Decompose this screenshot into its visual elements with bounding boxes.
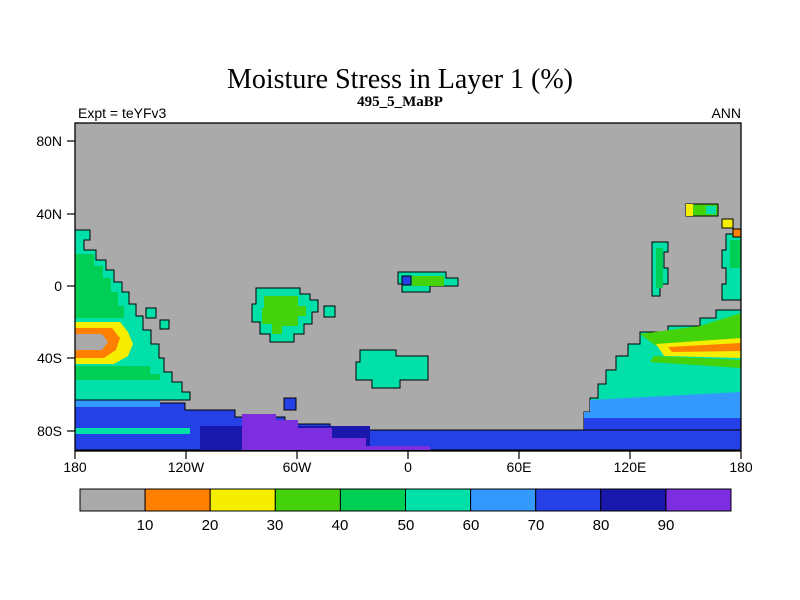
contour-cell-west-square2 [159,319,170,330]
contour-region-southeast-green-band [640,313,741,346]
contour-cell-equator-blue [401,275,412,286]
contour-region-patch-west-central-green [262,296,306,334]
contour-region-equator-green [412,276,444,286]
y-tick-label: 80S [37,423,62,439]
contour-region-southeast-orange-line [668,343,741,352]
x-tick-label: 0 [404,459,412,475]
colorbar-label: 80 [593,517,610,534]
contour-cell-west-square1 [145,307,157,319]
contour-cell-northeast-yellow [721,218,734,229]
colorbar-segment [339,488,406,512]
x-tick-label: 180 [729,459,753,475]
contour-region-southeast-green-band2 [650,356,741,368]
colorbar-label: 10 [137,517,154,534]
colorbar-segment [274,488,341,512]
colorbar-segment [405,488,472,512]
y-tick-label: 40N [36,206,62,222]
contour-region-east-edge-green [730,240,741,268]
period-label: ANN [711,105,741,121]
colorbar-label: 50 [398,517,415,534]
experiment-label: Expt = teYFv3 [78,105,167,121]
colorbar-segment [79,488,146,512]
x-tick-label: 120E [614,459,647,475]
colorbar-label: 40 [332,517,349,534]
colorbar-label: 30 [267,517,284,534]
contour-region-southeast-skyblue [584,392,741,420]
contour-region-northeast-strip-cyan [706,206,716,214]
colorbar-label: 60 [463,517,480,534]
contour-cell-patch-square [323,305,336,318]
contour-region-south-cyan-streak [75,428,190,434]
x-tick-label: 60W [283,459,313,475]
contour-region-south-central-patch [355,349,429,389]
colorbar-segment [665,488,732,512]
contour-cell-northeast-orange [732,228,741,238]
colorbar-segment [600,488,667,512]
contour-region-west-green [75,254,124,318]
contour-region-south-purple-core [242,414,430,450]
contour-region-west-green-lower [75,366,160,380]
contour-region-east-strip-green [656,248,663,288]
contour-region-northeast-strip-yellow [686,204,693,216]
colorbar-segment [470,488,537,512]
colorbar-label: 70 [528,517,545,534]
colorbar-label: 90 [658,517,675,534]
x-axis: 180 120W 60W 0 60E 120E 180 [63,451,753,475]
colorbar-segment [144,488,211,512]
y-tick-label: 40S [37,350,62,366]
colorbar-label: 20 [202,517,219,534]
map-area [75,123,741,451]
y-tick-label: 80N [36,133,62,149]
plot-subtitle: 495_5_MaBP [357,94,443,110]
x-tick-label: 180 [63,459,87,475]
contour-cell-blue-square [283,397,297,411]
contour-region-west-gray-core [75,334,108,350]
page-title: Moisture Stress in Layer 1 (%) [227,64,573,95]
x-tick-label: 120W [168,459,205,475]
y-tick-label: 0 [54,278,62,294]
colorbar: 10 20 30 40 50 60 70 80 90 [79,488,732,534]
x-tick-label: 60E [507,459,532,475]
colorbar-segment [535,488,602,512]
contour-region-south-sky-streak [75,400,160,407]
y-axis: 80N 40N 0 40S 80S [36,133,75,439]
colorbar-segment [209,488,276,512]
